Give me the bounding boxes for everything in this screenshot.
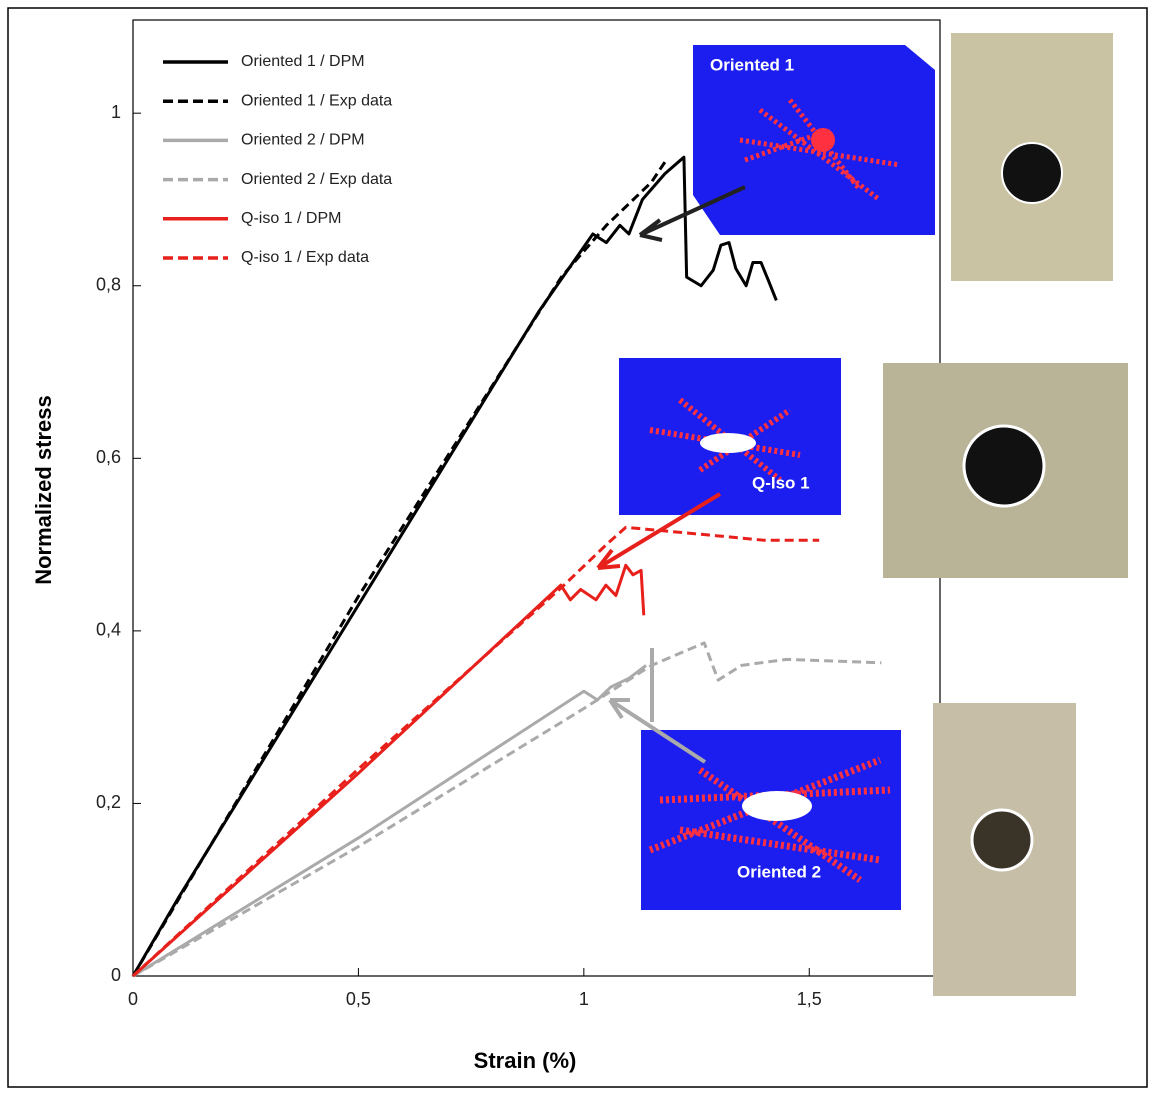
y-tick-label: 0 — [111, 965, 121, 985]
y-tick-label: 0,6 — [96, 447, 121, 467]
y-tick-label: 0,8 — [96, 274, 121, 294]
y-tick-label: 1 — [111, 102, 121, 122]
y-tick-label: 0,2 — [96, 792, 121, 812]
arrows — [596, 185, 746, 764]
inset-label: Oriented 2 — [737, 862, 821, 881]
inset-label: Q-Iso 1 — [752, 473, 810, 492]
series-line — [131, 525, 820, 978]
inset-label: Oriented 1 — [710, 55, 794, 74]
series-line — [131, 159, 668, 977]
x-axis-label: Strain (%) — [474, 1048, 577, 1073]
series-line — [132, 641, 882, 978]
y-tick-label: 0,4 — [96, 620, 121, 640]
legend: Oriented 1 / DPM Oriented 1 / Exp data Ori… — [163, 53, 392, 266]
legend-label: Oriented 1 / Exp data — [241, 92, 392, 109]
legend-label: Oriented 2 / DPM — [241, 132, 365, 149]
legend-label: Q-iso 1 / Exp data — [241, 249, 369, 266]
series-line — [131, 155, 778, 977]
inset-oriented-1: Oriented 1 — [693, 45, 935, 235]
y-axis-label: Normalized stress — [31, 395, 56, 585]
photos — [883, 33, 1128, 996]
x-tick-label: 0 — [128, 989, 138, 1009]
legend-label: Q-iso 1 / DPM — [241, 210, 341, 227]
legend-label: Oriented 2 / Exp data — [241, 171, 392, 188]
x-tick-label: 0,5 — [346, 989, 371, 1009]
x-tick-label: 1 — [579, 989, 589, 1009]
x-tick-label: 1,5 — [797, 989, 822, 1009]
inset-q-iso-1: Q-Iso 1 — [619, 358, 841, 515]
legend-label: Oriented 1 / DPM — [241, 53, 365, 70]
inset-oriented-2: Oriented 2 — [641, 730, 901, 910]
